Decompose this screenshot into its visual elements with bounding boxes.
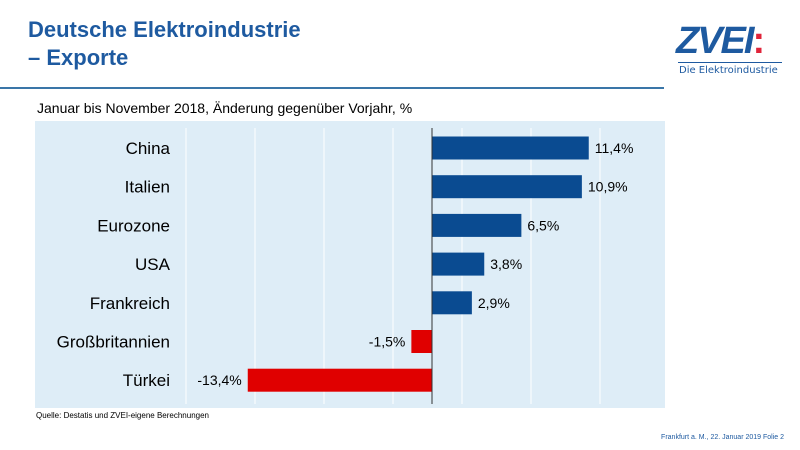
logo-colon: : <box>752 20 765 62</box>
category-label: Eurozone <box>97 216 170 235</box>
category-label: USA <box>135 255 171 274</box>
category-label: Italien <box>125 178 170 197</box>
logo-tagline: Die Elektroindustrie <box>679 65 778 76</box>
data-label: 10,9% <box>588 179 628 195</box>
data-label: 2,9% <box>478 295 510 311</box>
source-note: Quelle: Destatis und ZVEI-eigene Berechn… <box>36 411 209 420</box>
header-divider <box>0 87 664 89</box>
data-label: 3,8% <box>490 256 522 272</box>
bar-1 <box>432 175 582 199</box>
bar-2 <box>432 213 522 237</box>
category-label: Großbritannien <box>57 333 170 352</box>
data-label: 6,5% <box>527 217 559 233</box>
title-line-1: Deutsche Elektroindustrie <box>28 17 301 42</box>
logo-text: ZVEI <box>676 20 754 62</box>
bar-0 <box>432 136 589 160</box>
zvei-logo: ZVEI: Die Elektroindustrie <box>676 22 786 76</box>
bar-3 <box>432 252 485 276</box>
category-label: China <box>126 139 171 158</box>
chart-subtitle: Januar bis November 2018, Änderung gegen… <box>37 100 413 116</box>
data-label: -13,4% <box>197 372 241 388</box>
title-line-2: – Exporte <box>28 45 129 70</box>
footer: Frankfurt a. M., 22. Januar 2019 Folie 2 <box>661 434 784 441</box>
bar-4 <box>432 291 472 315</box>
page-title: Deutsche Elektroindustrie – Exporte <box>28 16 301 72</box>
plot-area <box>35 121 665 408</box>
category-label: Frankreich <box>90 294 170 313</box>
data-label: 11,4% <box>595 140 634 156</box>
bar-5 <box>411 330 432 353</box>
bar-6 <box>247 368 432 392</box>
data-label: -1,5% <box>369 334 406 350</box>
category-label: Türkei <box>123 371 170 390</box>
